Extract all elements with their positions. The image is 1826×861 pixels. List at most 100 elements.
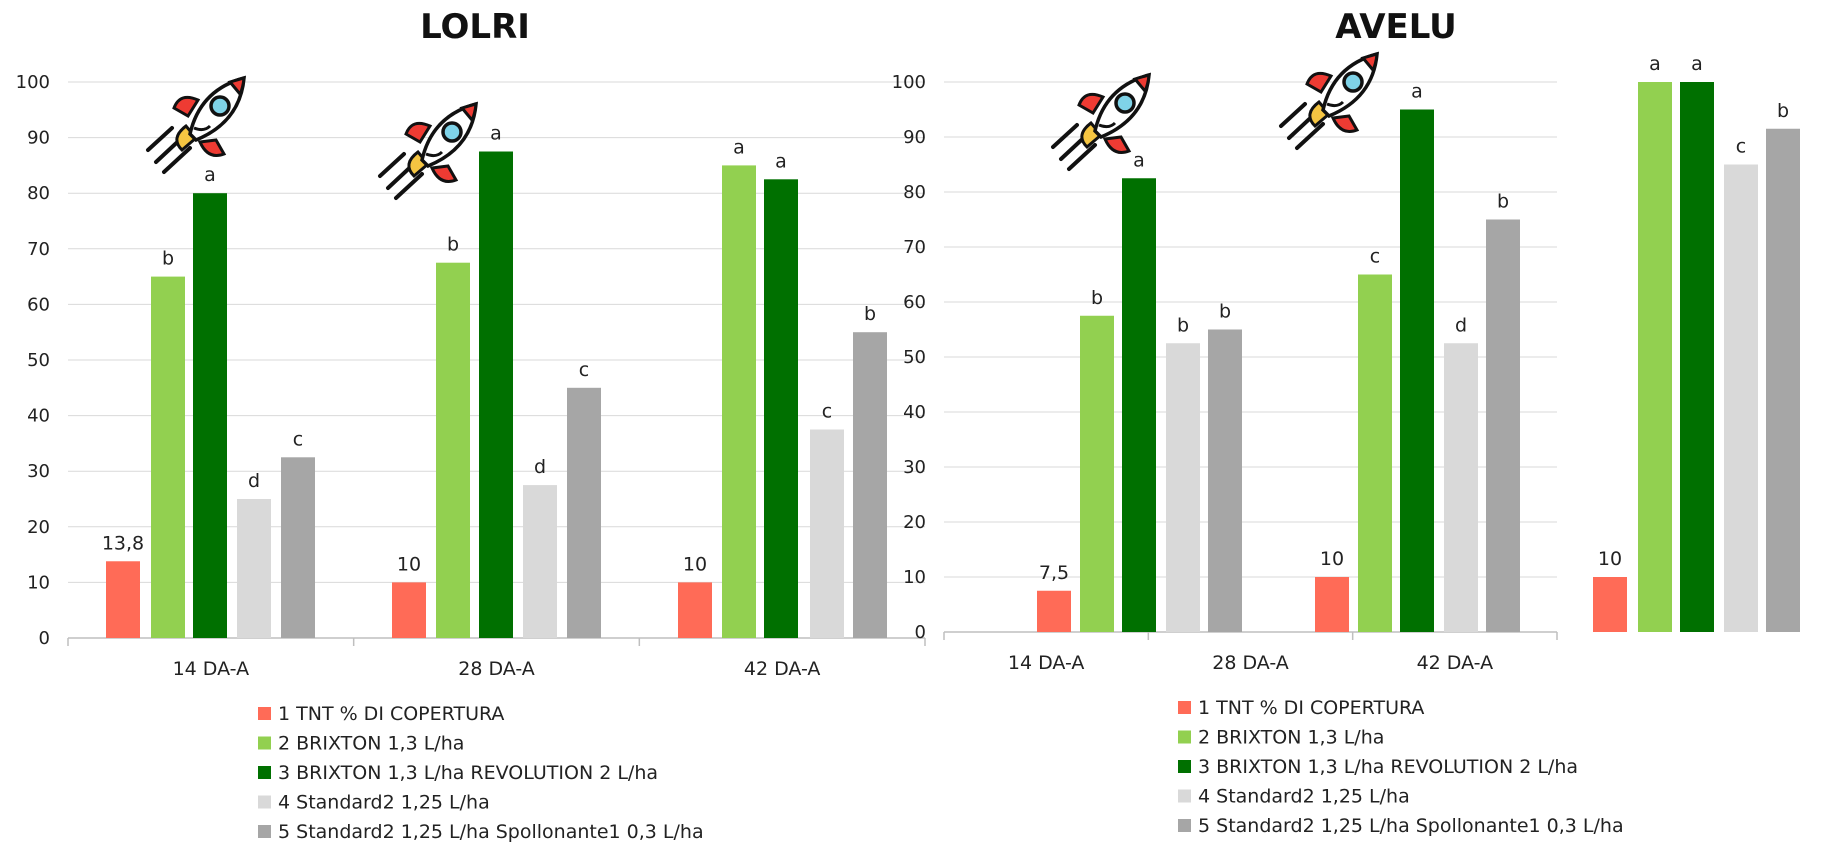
x-category-label: 28 DA-A	[458, 658, 535, 680]
data-label: b	[162, 248, 174, 270]
bar	[853, 332, 887, 638]
data-label: a	[1691, 53, 1703, 75]
data-label: a	[1133, 149, 1145, 171]
y-tick-label: 40	[903, 402, 926, 423]
bar	[722, 165, 756, 638]
data-label: b	[864, 303, 876, 325]
y-tick-label: 90	[27, 128, 50, 149]
bar	[106, 561, 140, 638]
data-label: a	[733, 136, 745, 158]
data-label: 10	[397, 553, 421, 575]
y-tick-label: 70	[27, 239, 50, 260]
bar	[479, 151, 513, 638]
y-tick-label: 0	[915, 622, 926, 643]
rocket-icon	[1279, 52, 1379, 150]
data-label: c	[822, 401, 832, 423]
y-tick-label: 40	[27, 406, 50, 427]
bar	[764, 179, 798, 639]
legend-swatch	[1178, 701, 1191, 714]
data-label: a	[1411, 81, 1423, 103]
data-label: 10	[1320, 548, 1344, 570]
bar	[1400, 109, 1434, 632]
y-tick-label: 100	[16, 72, 50, 93]
data-label: a	[204, 164, 216, 186]
bar	[1037, 590, 1071, 632]
bar	[392, 582, 426, 638]
y-tick-label: 50	[27, 350, 50, 371]
data-label: d	[248, 470, 260, 492]
rocket-icon	[378, 102, 478, 200]
bar	[678, 582, 712, 638]
legend-swatch	[1178, 730, 1191, 744]
x-category-label: 42 DA-A	[1417, 652, 1494, 674]
y-tick-label: 10	[27, 572, 50, 593]
bar	[1638, 82, 1672, 632]
bar	[1122, 178, 1156, 632]
data-label: b	[1497, 191, 1509, 213]
bar	[1315, 577, 1349, 632]
legend-swatch	[1178, 760, 1191, 773]
data-label: 13,8	[102, 532, 144, 554]
y-tick-label: 80	[27, 183, 50, 204]
bar	[1166, 343, 1200, 632]
y-tick-label: 20	[27, 517, 50, 538]
y-tick-label: 60	[27, 294, 50, 315]
data-label: c	[293, 428, 303, 450]
legend-entry: 5 Standard2 1,25 L/ha Spollonante1 0,3 L…	[278, 821, 704, 843]
data-label: 7,5	[1039, 562, 1069, 584]
y-tick-label: 60	[903, 292, 926, 313]
data-label: c	[1370, 246, 1380, 268]
data-label: a	[490, 123, 502, 145]
bar	[1208, 329, 1242, 632]
y-tick-label: 70	[903, 237, 926, 258]
chart-title: LOLRI	[420, 7, 530, 47]
data-label: 10	[683, 553, 707, 575]
data-label: b	[1091, 287, 1103, 309]
legend-swatch	[1178, 819, 1191, 832]
legend-entry: 1 TNT % DI COPERTURA	[1198, 697, 1424, 719]
bar	[436, 262, 470, 638]
y-tick-label: 10	[903, 567, 926, 588]
bar	[1593, 577, 1627, 632]
legend-entry: 1 TNT % DI COPERTURA	[278, 703, 504, 725]
legend-entry: 5 Standard2 1,25 L/ha Spollonante1 0,3 L…	[1198, 815, 1624, 837]
legend-swatch	[258, 825, 271, 838]
bar	[151, 276, 185, 638]
legend-entry: 3 BRIXTON 1,3 L/ha REVOLUTION 2 L/ha	[278, 762, 658, 784]
y-tick-label: 100	[892, 72, 926, 93]
data-label: c	[579, 359, 589, 381]
data-label: a	[1649, 53, 1661, 75]
bar	[1724, 164, 1758, 632]
legend-entry: 2 BRIXTON 1,3 L/ha	[1198, 727, 1384, 749]
legend-entry: 4 Standard2 1,25 L/ha	[1198, 786, 1410, 808]
bar	[567, 387, 601, 638]
y-tick-label: 30	[27, 461, 50, 482]
y-tick-label: 0	[39, 628, 50, 649]
data-label: 10	[1598, 548, 1622, 570]
chart-2: AVELU 0 10 20 30 40 50 60 70 80 90 100 14 DA-A 28 DA-…	[892, 7, 1800, 837]
legend-swatch	[258, 736, 271, 750]
bar	[193, 193, 227, 638]
x-category-label: 14 DA-A	[1008, 652, 1085, 674]
data-label: b	[1177, 314, 1189, 336]
bar	[281, 457, 315, 638]
y-tick-label: 20	[903, 512, 926, 533]
legend-swatch	[258, 707, 271, 720]
x-category-label: 14 DA-A	[173, 658, 250, 680]
legend-entry: 3 BRIXTON 1,3 L/ha REVOLUTION 2 L/ha	[1198, 756, 1578, 778]
data-label: b	[447, 234, 459, 256]
data-label: b	[1219, 301, 1231, 323]
chart-title: AVELU	[1335, 7, 1457, 47]
y-tick-label: 50	[903, 347, 926, 368]
bar	[1080, 315, 1114, 632]
legend-entry: 2 BRIXTON 1,3 L/ha	[278, 733, 464, 755]
x-category-label: 42 DA-A	[744, 658, 821, 680]
bar	[1680, 82, 1714, 632]
legend-swatch	[258, 795, 271, 809]
bar	[237, 499, 271, 638]
data-label: d	[534, 456, 546, 478]
y-tick-label: 90	[903, 127, 926, 148]
bar	[523, 485, 557, 638]
